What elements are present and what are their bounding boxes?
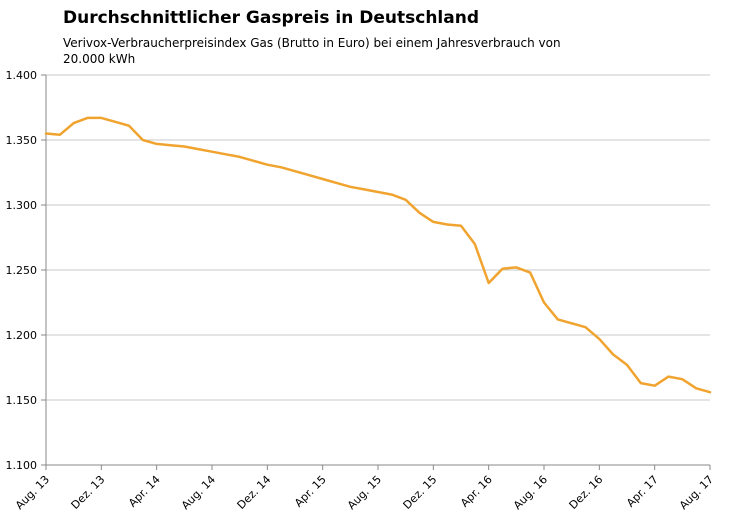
svg-text:Dez. 15: Dez. 15 [401, 473, 440, 512]
chart-subtitle-line1: Verivox-Verbraucherpreisindex Gas (Brutt… [63, 36, 561, 50]
svg-text:1.300: 1.300 [6, 199, 38, 212]
svg-text:1.100: 1.100 [6, 459, 38, 472]
chart-header: Durchschnittlicher Gaspreis in Deutschla… [63, 8, 561, 67]
svg-text:1.150: 1.150 [6, 394, 38, 407]
svg-text:Apr. 14: Apr. 14 [126, 473, 163, 510]
svg-text:1.400: 1.400 [6, 69, 38, 82]
svg-text:1.350: 1.350 [6, 134, 38, 147]
svg-text:Apr. 16: Apr. 16 [458, 473, 495, 510]
chart-title: Durchschnittlicher Gaspreis in Deutschla… [63, 8, 480, 28]
svg-text:Apr. 15: Apr. 15 [292, 473, 329, 510]
svg-text:Aug. 15: Aug. 15 [345, 473, 384, 512]
svg-text:1.250: 1.250 [6, 264, 38, 277]
chart-subtitle-line2: 20.000 kWh [63, 52, 136, 66]
svg-text:Aug. 13: Aug. 13 [13, 473, 52, 512]
svg-text:1.200: 1.200 [6, 329, 38, 342]
svg-text:Aug. 14: Aug. 14 [179, 473, 218, 512]
svg-text:Dez. 13: Dez. 13 [69, 473, 108, 512]
svg-text:Aug. 17: Aug. 17 [677, 473, 716, 512]
svg-text:Dez. 14: Dez. 14 [235, 473, 274, 512]
svg-text:Aug. 16: Aug. 16 [511, 473, 550, 512]
chart-subtitle: Verivox-Verbraucherpreisindex Gas (Brutt… [63, 35, 561, 67]
svg-text:Dez. 16: Dez. 16 [567, 473, 606, 512]
svg-text:Apr. 17: Apr. 17 [624, 473, 661, 510]
